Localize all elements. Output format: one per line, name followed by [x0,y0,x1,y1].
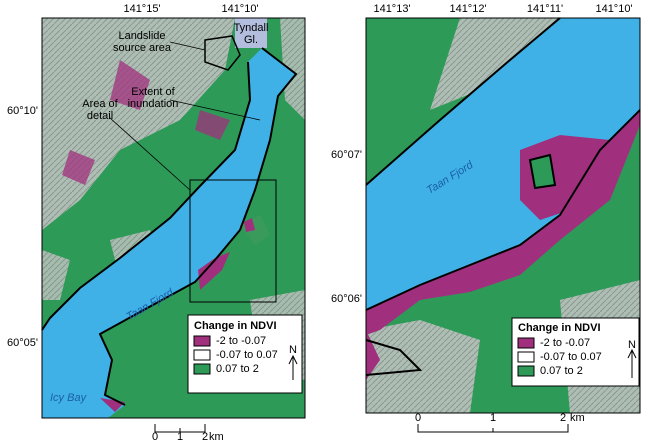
legend-title: Change in NDVI [194,320,277,332]
annotation: inundation [128,98,179,110]
left-map [41,17,306,433]
legend-title: Change in NDVI [518,322,601,334]
scale-unit: km [209,431,224,443]
scale-label: 1 [177,431,183,443]
legend-label: -0.07 to 0.07 [216,349,278,361]
legend-label: -2 to -0.07 [540,337,590,349]
north-arrow: N [628,339,636,351]
annotation: Extent of [131,86,175,98]
latitude-label: 60°10' [7,105,38,117]
longitude-label: 141°15' [123,3,160,15]
scale-unit: km [570,412,585,424]
annotation: Gl. [244,34,258,46]
annotation: Area of [82,98,118,110]
annotation: Tyndall [234,22,269,34]
scale-label: 1 [490,412,496,424]
longitude-label: 141°11' [527,3,563,15]
scale-label: 2 [560,412,566,424]
longitude-label: 141°12' [449,3,486,15]
annotation: Landslide [118,30,165,42]
legend-label: 0.07 to 2 [540,365,583,377]
north-arrow: N [289,344,297,356]
legend-swatch [193,349,211,361]
right-map [365,17,641,433]
legend-label: -2 to -0.07 [216,335,266,347]
legend-swatch [193,335,211,347]
longitude-label: 141°10' [221,3,258,15]
annotation: detail [87,110,113,122]
legend-label: 0.07 to 2 [216,363,259,375]
longitude-label: 141°13' [373,3,410,15]
latitude-label: 60°07' [331,149,362,161]
legend-swatch [517,365,535,377]
scale-label: 0 [415,412,421,424]
legend-swatch [193,363,211,375]
legend-swatch [517,337,535,349]
longitude-label: 141°10' [595,3,632,15]
latitude-label: 60°06' [331,293,362,305]
legend-swatch [517,351,535,363]
scale-label: 0 [152,431,158,443]
annotation: source area [113,42,172,54]
scale-label: 2 [202,431,208,443]
latitude-label: 60°05' [7,337,38,349]
water-label: Icy Bay [50,392,88,404]
legend-label: -0.07 to 0.07 [540,351,602,363]
